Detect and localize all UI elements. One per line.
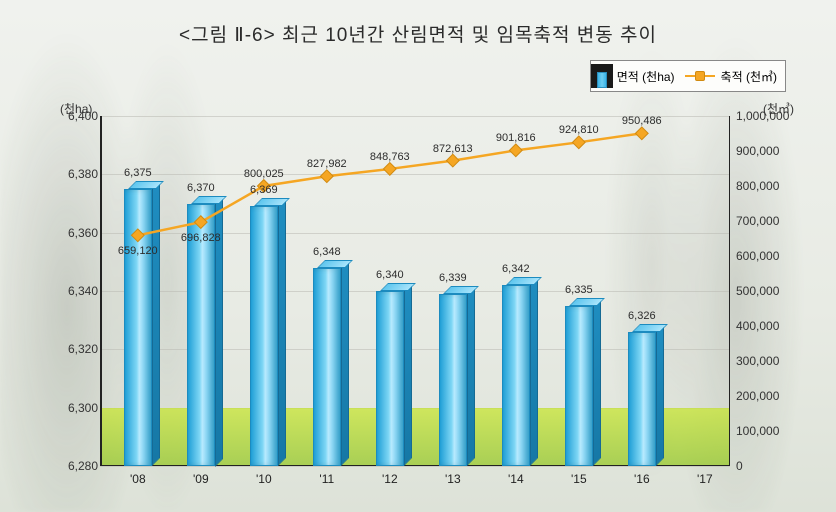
- y-right-tick: 400,000: [736, 319, 796, 333]
- y-left-tick: 6,360: [58, 226, 98, 240]
- x-tick-label: '12: [382, 472, 398, 486]
- y-right-tick: 0: [736, 459, 796, 473]
- x-tick-label: '15: [571, 472, 587, 486]
- y-left-tick: 6,400: [58, 109, 98, 123]
- x-tick-label: '08: [130, 472, 146, 486]
- chart-plot-area: 6,3756,3706,3696,3486,3406,3396,3426,335…: [100, 116, 730, 466]
- x-tick-label: '16: [634, 472, 650, 486]
- x-tick-label: '17: [697, 472, 713, 486]
- y-right-tick: 200,000: [736, 389, 796, 403]
- legend: 면적 (천ha) 축적 (천㎥): [590, 60, 786, 92]
- y-left-tick: 6,380: [58, 167, 98, 181]
- x-tick-label: '13: [445, 472, 461, 486]
- y-left-ticks: 6,2806,3006,3206,3406,3606,3806,400: [58, 116, 98, 466]
- y-right-tick: 600,000: [736, 249, 796, 263]
- x-tick-label: '10: [256, 472, 272, 486]
- y-right-tick: 900,000: [736, 144, 796, 158]
- x-tick-label: '09: [193, 472, 209, 486]
- y-right-ticks: 0100,000200,000300,000400,000500,000600,…: [736, 116, 796, 466]
- legend-bar-swatch: [591, 64, 613, 88]
- y-left-tick: 6,320: [58, 342, 98, 356]
- y-right-tick: 700,000: [736, 214, 796, 228]
- x-tick-label: '14: [508, 472, 524, 486]
- legend-line-swatch: [685, 71, 715, 81]
- y-right-tick: 300,000: [736, 354, 796, 368]
- chart-container: <그림 Ⅱ-6> 최근 10년간 산림면적 및 임목축적 변동 추이 면적 (천…: [0, 0, 836, 512]
- y-left-tick: 6,300: [58, 401, 98, 415]
- y-left-tick: 6,280: [58, 459, 98, 473]
- legend-area-label: 면적 (천ha): [617, 68, 675, 85]
- y-left-tick: 6,340: [58, 284, 98, 298]
- legend-stock-label: 축적 (천㎥): [721, 68, 777, 85]
- y-right-tick: 800,000: [736, 179, 796, 193]
- y-right-tick: 1,000,000: [736, 109, 796, 123]
- x-tick-label: '11: [319, 472, 334, 486]
- y-right-tick: 500,000: [736, 284, 796, 298]
- chart-title: <그림 Ⅱ-6> 최근 10년간 산림면적 및 임목축적 변동 추이: [30, 20, 806, 47]
- y-right-tick: 100,000: [736, 424, 796, 438]
